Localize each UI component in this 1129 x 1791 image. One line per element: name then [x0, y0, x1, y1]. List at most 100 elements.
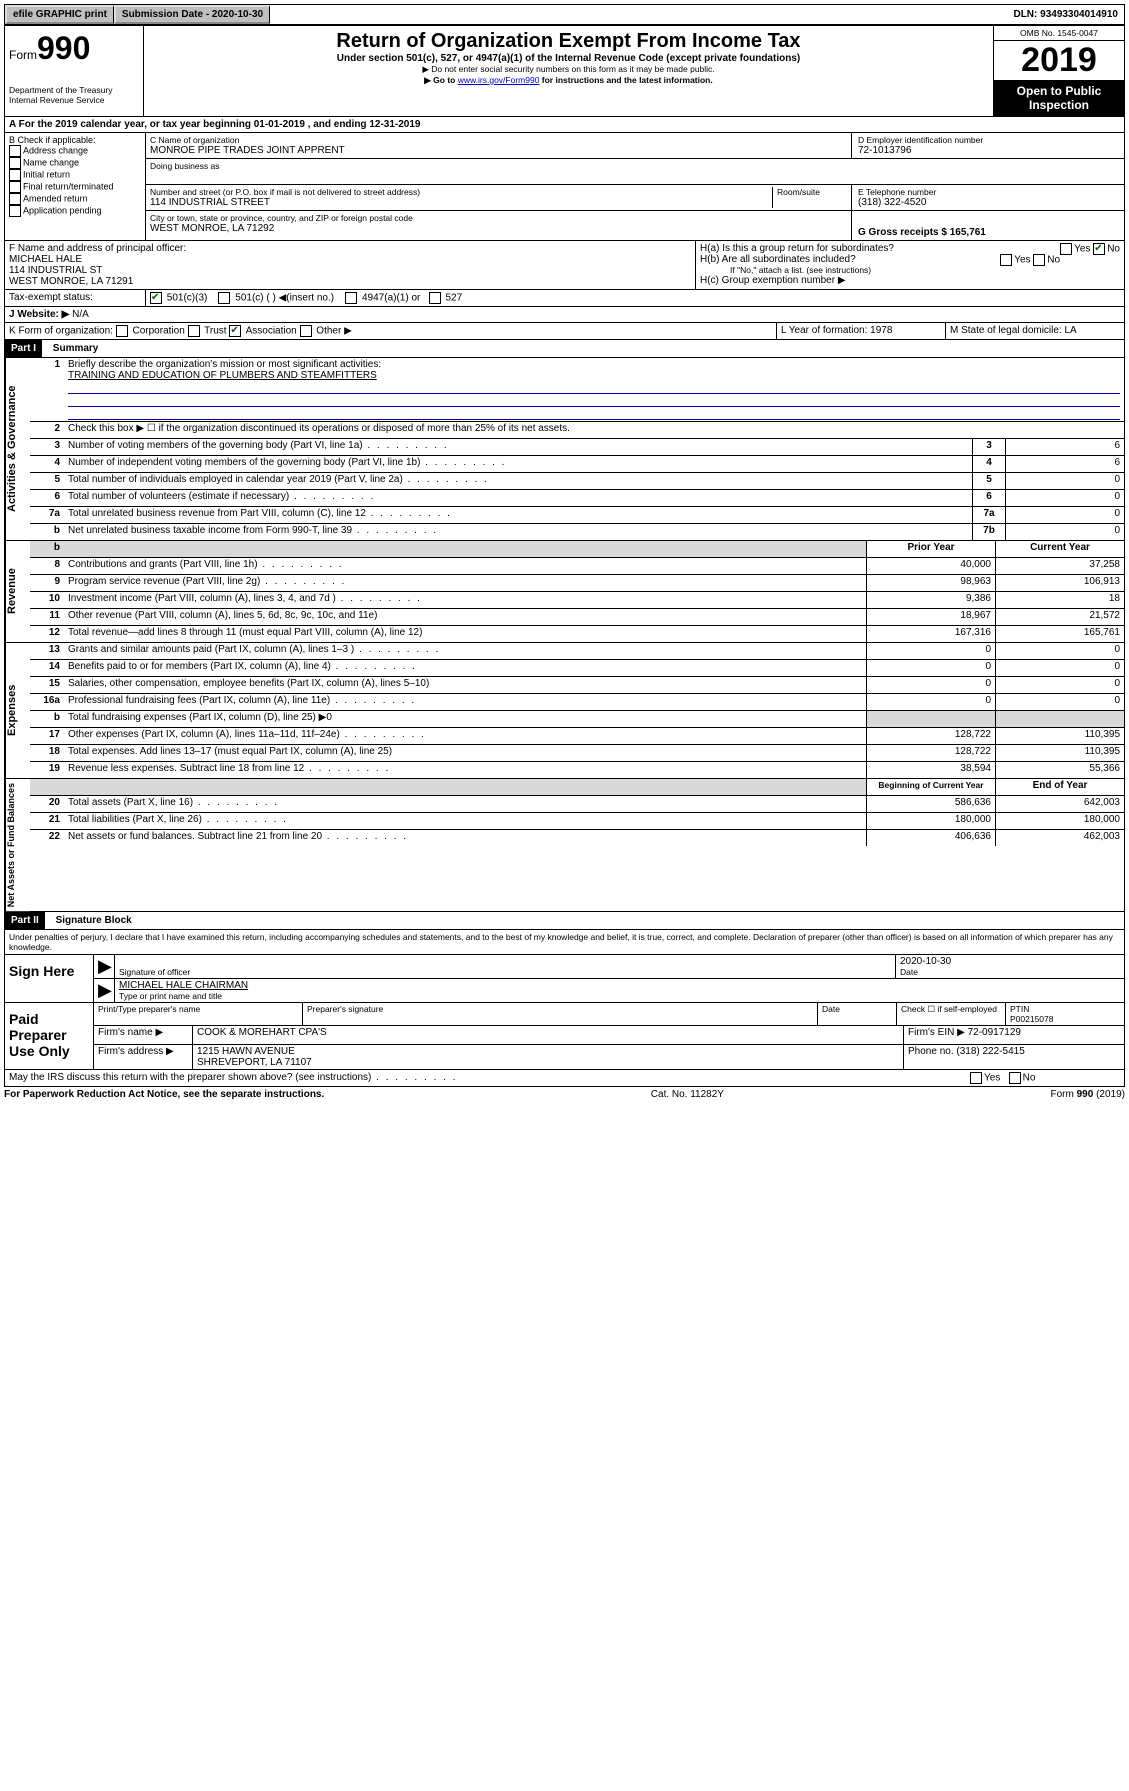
open-to-public: Open to Public Inspection	[994, 80, 1124, 116]
lbl-app-pending: Application pending	[23, 205, 102, 215]
line12-cur: 165,761	[995, 626, 1124, 642]
header-sub2: ▶ Do not enter social security numbers o…	[148, 64, 989, 75]
sig-date: 2020-10-30	[900, 956, 1120, 967]
city-value: WEST MONROE, LA 71292	[150, 223, 847, 234]
line19-cur: 55,366	[995, 762, 1124, 778]
cb-other[interactable]	[300, 325, 312, 337]
line13-prior: 0	[866, 643, 995, 659]
lbl-other: Other ▶	[316, 326, 351, 337]
cb-initial-return[interactable]	[9, 169, 21, 181]
cb-address-change[interactable]	[9, 145, 21, 157]
cb-ha-yes[interactable]	[1060, 243, 1072, 255]
cb-527[interactable]	[429, 292, 441, 304]
lbl-trust: Trust	[204, 326, 226, 337]
goto-pre: ▶ Go to	[424, 75, 457, 85]
form-title: Return of Organization Exempt From Incom…	[148, 30, 989, 53]
lbl-amended: Amended return	[23, 193, 88, 203]
ha-yes: Yes	[1074, 244, 1090, 255]
cb-ha-no[interactable]	[1093, 243, 1105, 255]
hb-label: H(b) Are all subordinates included?	[700, 254, 856, 265]
line16a-prior: 0	[866, 694, 995, 710]
cb-4947[interactable]	[345, 292, 357, 304]
line22-prior: 406,636	[866, 830, 995, 846]
form-header: Form990 Department of the Treasury Inter…	[5, 26, 1124, 117]
line8-label: Contributions and grants (Part VIII, lin…	[64, 558, 866, 574]
line3-label: Number of voting members of the governin…	[64, 439, 972, 455]
omb-no: OMB No. 1545-0047	[994, 26, 1124, 41]
line20-cur: 642,003	[995, 796, 1124, 812]
firm-name: COOK & MOREHART CPA'S	[193, 1026, 904, 1044]
line16b-label: Total fundraising expenses (Part IX, col…	[64, 711, 866, 727]
self-employed: Check ☐ if self-employed	[897, 1003, 1006, 1025]
perjury-declaration: Under penalties of perjury, I declare th…	[5, 930, 1124, 955]
line9-cur: 106,913	[995, 575, 1124, 591]
cb-name-change[interactable]	[9, 157, 21, 169]
j-label: J Website: ▶	[9, 309, 69, 320]
mission-text: TRAINING AND EDUCATION OF PLUMBERS AND S…	[68, 370, 1120, 381]
cb-trust[interactable]	[188, 325, 200, 337]
hc-label: H(c) Group exemption number ▶	[700, 275, 1120, 286]
lbl-initial-return: Initial return	[23, 169, 70, 179]
cb-501c[interactable]	[218, 292, 230, 304]
prep-date-label: Date	[818, 1003, 897, 1025]
line2: Check this box ▶ ☐ if the organization d…	[64, 422, 1124, 438]
line15-label: Salaries, other compensation, employee b…	[64, 677, 866, 693]
addr-label: Number and street (or P.O. box if mail i…	[150, 187, 772, 197]
cb-assoc[interactable]	[229, 325, 241, 337]
sig-officer-label: Signature of officer	[119, 967, 891, 977]
line1-label: Briefly describe the organization's miss…	[68, 359, 1120, 370]
form-word: Form	[9, 48, 37, 62]
year-formation: L Year of formation: 1978	[776, 323, 945, 339]
hb-note: If "No," attach a list. (see instruction…	[700, 265, 1120, 275]
lbl-final-return: Final return/terminated	[23, 181, 114, 191]
side-activities: Activities & Governance	[5, 358, 30, 540]
cb-discuss-no[interactable]	[1009, 1072, 1021, 1084]
officer-name: MICHAEL HALE	[9, 254, 691, 265]
discuss-yes: Yes	[984, 1073, 1000, 1084]
ha-label: H(a) Is this a group return for subordin…	[700, 243, 894, 254]
header-sub1: Under section 501(c), 527, or 4947(a)(1)…	[148, 53, 989, 64]
line12-label: Total revenue—add lines 8 through 11 (mu…	[64, 626, 866, 642]
line9-prior: 98,963	[866, 575, 995, 591]
line6-label: Total number of volunteers (estimate if …	[64, 490, 972, 506]
ptin-value: P00215078	[1010, 1014, 1054, 1024]
dept-treasury: Department of the Treasury Internal Reve…	[9, 85, 139, 105]
line18-label: Total expenses. Add lines 13–17 (must eq…	[64, 745, 866, 761]
line11-label: Other revenue (Part VIII, column (A), li…	[64, 609, 866, 625]
line7a-label: Total unrelated business revenue from Pa…	[64, 507, 972, 523]
state-domicile: M State of legal domicile: LA	[945, 323, 1124, 339]
part-i-header: Part I	[5, 340, 42, 357]
efile-print-button[interactable]: efile GRAPHIC print	[5, 5, 114, 24]
cb-hb-no[interactable]	[1033, 254, 1045, 266]
irs-link[interactable]: www.irs.gov/Form990	[458, 75, 540, 85]
firm-name-label: Firm's name ▶	[94, 1026, 193, 1044]
cb-final-return[interactable]	[9, 181, 21, 193]
form-number: 990	[37, 30, 90, 66]
line3-val: 6	[1005, 439, 1124, 455]
dba-label: Doing business as	[150, 161, 848, 171]
dln: DLN: 93493304014910	[1007, 7, 1124, 22]
line13-cur: 0	[995, 643, 1124, 659]
cb-501c3[interactable]	[150, 292, 162, 304]
line15-prior: 0	[866, 677, 995, 693]
firm-addr-label: Firm's address ▶	[94, 1045, 193, 1069]
b-header: B Check if applicable:	[9, 135, 141, 145]
line21-cur: 180,000	[995, 813, 1124, 829]
cb-hb-yes[interactable]	[1000, 254, 1012, 266]
cb-discuss-yes[interactable]	[970, 1072, 982, 1084]
prep-name-label: Print/Type preparer's name	[94, 1003, 303, 1025]
row-a-tax-year: A For the 2019 calendar year, or tax yea…	[5, 117, 1124, 133]
line20-prior: 586,636	[866, 796, 995, 812]
line16a-label: Professional fundraising fees (Part IX, …	[64, 694, 866, 710]
line5-label: Total number of individuals employed in …	[64, 473, 972, 489]
lbl-assoc: Association	[246, 326, 297, 337]
line22-label: Net assets or fund balances. Subtract li…	[64, 830, 866, 846]
paid-preparer-label: Paid Preparer Use Only	[5, 1003, 93, 1069]
i-label: Tax-exempt status:	[5, 290, 146, 306]
line7b-val: 0	[1005, 524, 1124, 540]
cb-app-pending[interactable]	[9, 205, 21, 217]
cb-corp[interactable]	[116, 325, 128, 337]
line17-prior: 128,722	[866, 728, 995, 744]
cb-amended[interactable]	[9, 193, 21, 205]
hb-no: No	[1047, 255, 1060, 266]
